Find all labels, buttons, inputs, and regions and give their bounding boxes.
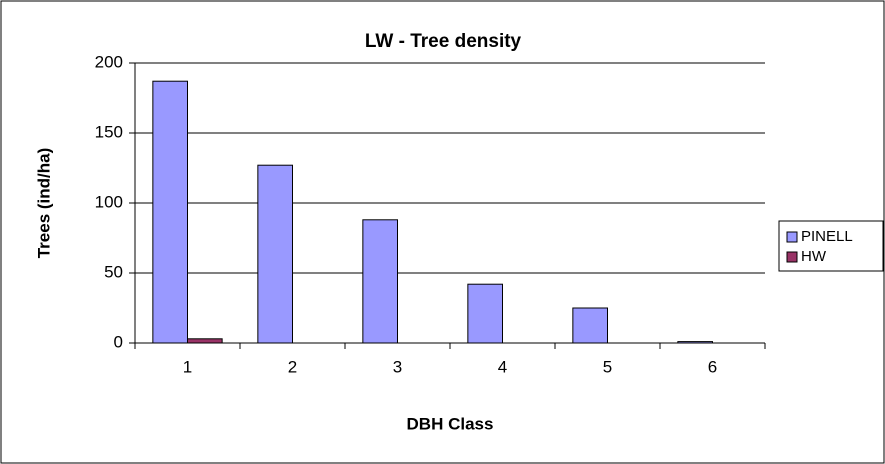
- bar: [187, 338, 223, 344]
- chart-title: LW - Tree density: [365, 31, 522, 52]
- x-tick-label: 1: [183, 357, 192, 376]
- legend-label: HW: [801, 248, 827, 265]
- bar: [467, 283, 504, 344]
- legend-label: PINELL: [801, 228, 853, 245]
- bar: [362, 219, 399, 344]
- bar: [152, 80, 189, 344]
- x-tick-label: 3: [393, 357, 402, 376]
- x-axis-label: DBH Class: [407, 414, 494, 433]
- y-tick-label: 50: [104, 262, 123, 281]
- bar: [257, 164, 294, 344]
- legend-swatch: [786, 231, 798, 243]
- y-tick-label: 0: [114, 332, 123, 351]
- legend-swatch: [786, 251, 798, 263]
- legend: [778, 220, 884, 272]
- x-tick-label: 5: [603, 357, 612, 376]
- y-tick-label: 150: [95, 122, 123, 141]
- bar: [572, 307, 608, 344]
- y-axis-label: Trees (ind/ha): [34, 148, 53, 259]
- x-tick-label: 2: [288, 357, 297, 376]
- x-tick-label: 6: [708, 357, 717, 376]
- x-tick-label: 4: [498, 357, 507, 376]
- y-tick-label: 100: [95, 192, 123, 211]
- y-tick-label: 200: [95, 52, 123, 71]
